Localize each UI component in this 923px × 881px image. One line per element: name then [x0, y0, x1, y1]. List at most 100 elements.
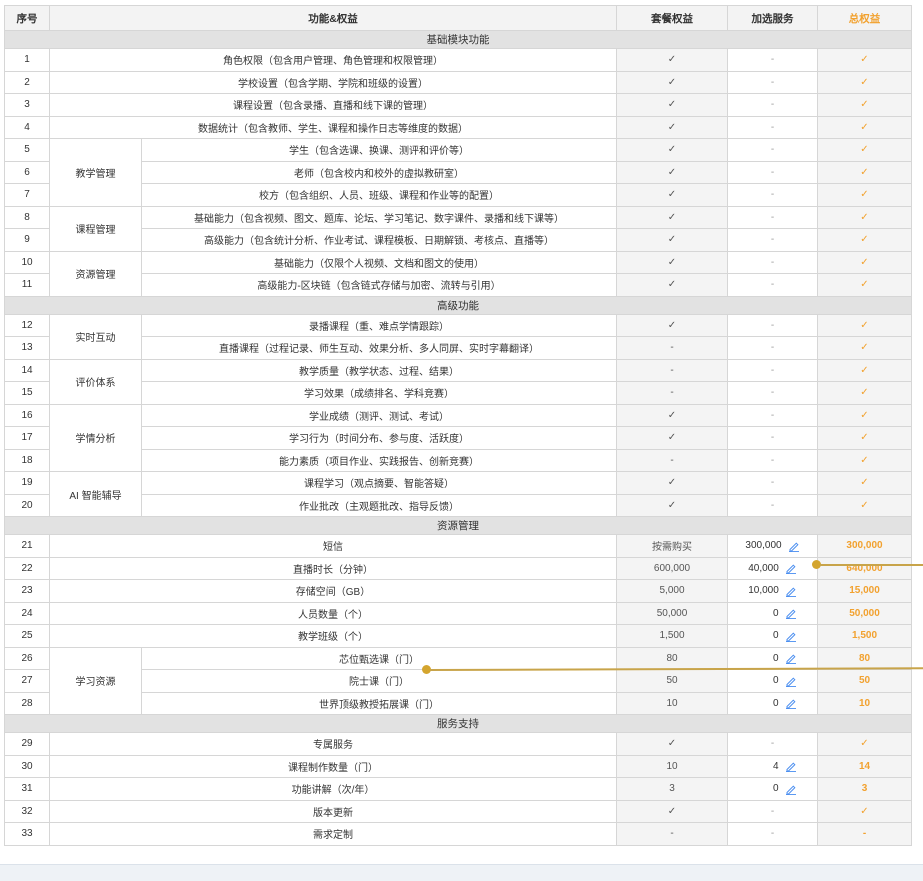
addon-cell: - [727, 471, 818, 495]
addon-value: - [770, 76, 775, 88]
feature-name: 版本更新 [49, 799, 617, 823]
edit-icon[interactable] [785, 585, 797, 597]
package-value: - [616, 358, 728, 382]
edit-icon[interactable] [785, 607, 797, 620]
total-value: ✓ [817, 358, 912, 382]
total-value: ✓ [817, 448, 912, 472]
feature-name: 教学班级（个） [49, 624, 617, 648]
table-row: 7 校方（包含组织、人员、班级、课程和作业等的配置） ✓ - ✓ [4, 183, 912, 207]
addon-cell: - [727, 358, 818, 382]
addon-cell: - [727, 205, 818, 229]
total-value: 3 [817, 777, 912, 801]
addon-value: - [770, 828, 775, 840]
addon-cell[interactable]: 10,000 [727, 579, 818, 603]
addon-value: 40,000 [748, 562, 779, 574]
addon-cell[interactable]: 0 [727, 601, 818, 625]
row-index: 12 [4, 313, 50, 337]
addon-value: 0 [772, 630, 779, 642]
table-row: 21 短信 按需购买 300,000 300,000 [4, 534, 912, 558]
package-value: 50,000 [616, 601, 728, 625]
package-value: ✓ [616, 70, 728, 94]
addon-cell[interactable]: 40,000 [727, 556, 818, 580]
feature-name: 直播课程（过程记录、师生互动、效果分析、多人同屏、实时字幕翻译） [141, 336, 617, 360]
header-feature: 功能&权益 [49, 5, 617, 31]
addon-cell[interactable]: 0 [727, 777, 818, 801]
feature-name: 老师（包含校内和校外的虚拟教研室） [141, 160, 617, 184]
table-row: 13 直播课程（过程记录、师生互动、效果分析、多人同屏、实时字幕翻译） - - ✓ [4, 336, 912, 360]
table-row: 16 学情分析 学业成绩（测评、测试、考试） ✓ - ✓ [4, 403, 912, 472]
addon-cell: - [727, 93, 818, 117]
feature-name: 基础能力（包含视频、图文、题库、论坛、学习笔记、数字课件、录播和线下课等） [141, 205, 617, 229]
category-label: 实时互动 [49, 313, 142, 360]
edit-icon[interactable] [785, 675, 797, 687]
addon-value: - [770, 144, 775, 156]
row-index: 13 [4, 336, 50, 360]
addon-cell: - [727, 493, 818, 517]
package-value: - [616, 336, 728, 360]
edit-icon[interactable] [785, 562, 797, 575]
row-index: 24 [4, 601, 50, 625]
table-row: 27 院士课（门） 50 0 50 [4, 669, 912, 693]
addon-cell[interactable]: 4 [727, 754, 818, 778]
edit-icon[interactable] [785, 783, 797, 795]
package-value: ✓ [616, 313, 728, 337]
section-title: 高级功能 [4, 295, 912, 315]
package-value: ✓ [616, 732, 728, 756]
addon-value-wrap: 0 [732, 697, 813, 710]
addon-value: 10,000 [748, 585, 779, 597]
edit-icon[interactable] [785, 760, 797, 773]
row-index: 22 [4, 556, 50, 580]
feature-name: 角色权限（包含用户管理、角色管理和权限管理） [49, 48, 617, 72]
table-row: 18 能力素质（项目作业、实践报告、创新竞赛） - - ✓ [4, 448, 912, 472]
total-value: ✓ [817, 205, 912, 229]
edit-icon[interactable] [788, 540, 800, 552]
edit-icon[interactable] [785, 697, 797, 710]
table-row: 6 老师（包含校内和校外的虚拟教研室） ✓ - ✓ [4, 160, 912, 184]
section-header-row: 高级功能 [4, 295, 912, 315]
edit-icon[interactable] [785, 630, 797, 642]
row-index: 2 [4, 70, 50, 94]
total-value: 300,000 [817, 534, 912, 558]
addon-cell[interactable]: 0 [727, 669, 818, 693]
row-index: 14 [4, 358, 50, 382]
row-index: 8 [4, 205, 50, 229]
feature-name: 录播课程（重、难点学情跟踪） [141, 313, 617, 337]
feature-name: 学校设置（包含学期、学院和班级的设置） [49, 70, 617, 94]
addon-cell: - [727, 138, 818, 162]
addon-cell[interactable]: 0 [727, 691, 818, 715]
feature-name: 专属服务 [49, 732, 617, 756]
addon-value: 0 [772, 675, 779, 687]
feature-name: 芯位甄选课（门） [141, 646, 617, 670]
row-index: 3 [4, 93, 50, 117]
addon-cell: - [727, 273, 818, 297]
table-row: 23 存储空间（GB） 5,000 10,000 15,000 [4, 579, 912, 603]
addon-value: 0 [772, 697, 779, 709]
category-label: 学习资源 [49, 646, 142, 715]
addon-value: - [770, 409, 775, 421]
package-value: ✓ [616, 93, 728, 117]
package-value: ✓ [616, 48, 728, 72]
row-index: 28 [4, 691, 50, 715]
edit-icon[interactable] [785, 652, 797, 665]
feature-name: 课程学习（观点摘要、智能答疑） [141, 471, 617, 495]
addon-cell[interactable]: 300,000 [727, 534, 818, 558]
package-value: 600,000 [616, 556, 728, 580]
addon-value: 4 [772, 760, 779, 772]
row-index: 33 [4, 822, 50, 846]
row-index: 19 [4, 471, 50, 495]
total-value: ✓ [817, 493, 912, 517]
row-index: 29 [4, 732, 50, 756]
addon-cell[interactable]: 0 [727, 624, 818, 648]
row-index: 25 [4, 624, 50, 648]
package-value: ✓ [616, 493, 728, 517]
package-value: - [616, 822, 728, 846]
addon-value: - [770, 364, 775, 376]
table-row: 26 学习资源 芯位甄选课（门） 80 0 80 [4, 646, 912, 715]
feature-name: 存储空间（GB） [49, 579, 617, 603]
addon-value: 0 [772, 607, 779, 619]
feature-name: 学生（包含选课、换课、测评和评价等） [141, 138, 617, 162]
addon-value-wrap: 0 [732, 783, 813, 795]
header-addon: 加选服务 [727, 5, 818, 31]
addon-cell[interactable]: 0 [727, 646, 818, 670]
package-value: ✓ [616, 228, 728, 252]
